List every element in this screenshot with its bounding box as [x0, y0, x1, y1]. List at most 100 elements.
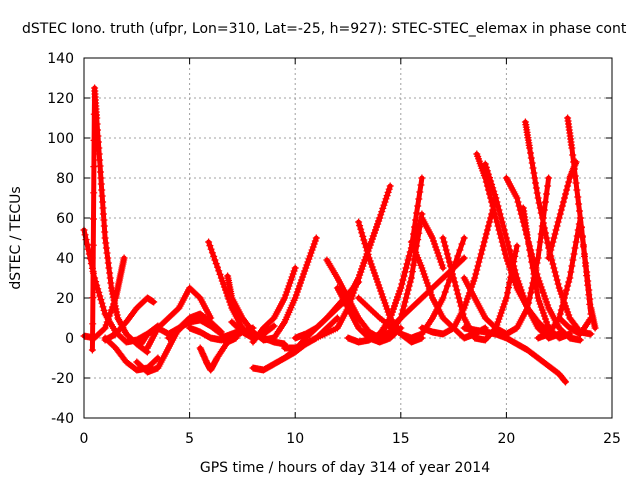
data-point: [301, 267, 309, 275]
data-point: [482, 163, 490, 171]
data-point: [563, 305, 571, 313]
data-point: [411, 235, 418, 243]
data-point: [105, 312, 113, 320]
data-point: [378, 208, 386, 216]
data-point: [95, 144, 103, 152]
plot-frame: [83, 57, 613, 419]
data-point: [458, 240, 466, 248]
data-point: [399, 306, 407, 314]
data-point: [554, 280, 562, 288]
data-point: [120, 254, 128, 262]
data-point: [460, 234, 468, 242]
data-point: [528, 159, 536, 167]
data-point: [292, 291, 300, 299]
data-point: [439, 264, 447, 272]
data-point: [548, 242, 556, 250]
data-point: [217, 274, 225, 282]
data-point: [521, 298, 529, 306]
data-point: [393, 296, 401, 304]
data-point: [495, 206, 503, 214]
data-point: [542, 295, 549, 303]
data-point: [386, 182, 394, 190]
data-point: [311, 237, 319, 245]
data-point: [281, 294, 289, 302]
data-point: [97, 168, 104, 176]
data-point: [535, 199, 543, 207]
data-point: [571, 244, 579, 252]
data-point: [450, 274, 458, 282]
data-point: [545, 174, 553, 182]
data-point: [375, 281, 383, 289]
data-point: [373, 223, 380, 231]
data-point: [387, 311, 395, 319]
data-point: [584, 277, 592, 285]
data-point: [539, 219, 547, 227]
y-tick-label: 140: [47, 51, 74, 67]
data-point: [543, 318, 550, 326]
data-point: [551, 268, 559, 276]
data-point: [439, 294, 447, 302]
data-point: [386, 314, 394, 322]
data-point: [532, 179, 539, 187]
data-point: [515, 202, 523, 210]
data-point: [100, 222, 108, 230]
data-point: [490, 187, 498, 195]
data-point: [216, 327, 224, 335]
data-point: [565, 178, 573, 186]
data-point: [513, 274, 521, 282]
data-point: [509, 258, 517, 266]
data-point: [373, 275, 380, 283]
data-point: [455, 294, 463, 302]
data-point: [574, 193, 582, 201]
data-point: [478, 246, 486, 254]
data-point: [433, 246, 441, 254]
data-point: [370, 229, 378, 237]
data-series: [519, 204, 574, 342]
data-point: [205, 238, 213, 246]
data-point: [298, 276, 305, 284]
data-point: [299, 273, 307, 281]
data-point: [150, 298, 158, 306]
data-point: [515, 280, 523, 288]
data-point: [384, 188, 392, 196]
data-point: [586, 316, 594, 324]
data-point: [568, 262, 576, 270]
data-point: [300, 270, 308, 278]
data-point: [426, 288, 434, 296]
data-point: [459, 310, 467, 318]
data-point: [569, 151, 577, 159]
data-point: [297, 279, 304, 287]
data-point: [576, 207, 583, 215]
data-point: [586, 295, 594, 303]
data-point: [529, 264, 537, 272]
data-point: [370, 269, 378, 277]
data-point: [561, 294, 568, 302]
data-point: [106, 274, 114, 282]
data-point: [517, 286, 525, 294]
data-point: [412, 232, 420, 240]
data-point: [572, 179, 580, 187]
data-point: [554, 218, 562, 226]
data-point: [482, 230, 490, 238]
data-point: [99, 204, 107, 212]
data-point: [101, 324, 109, 332]
data-point: [422, 276, 430, 284]
data-point: [587, 330, 595, 338]
data-point: [356, 271, 364, 279]
data-point: [359, 262, 367, 270]
data-point: [104, 315, 112, 323]
data-point: [423, 279, 431, 287]
data-point: [153, 355, 161, 363]
data-point: [481, 160, 489, 168]
data-point: [351, 283, 359, 291]
data-point: [96, 162, 104, 170]
data-point: [557, 206, 565, 214]
data-point: [425, 285, 433, 293]
data-point: [501, 230, 509, 238]
x-tick-label: 10: [286, 431, 304, 447]
data-point: [295, 282, 303, 290]
data-point: [552, 272, 560, 280]
data-point: [486, 174, 493, 182]
data-point: [395, 290, 403, 298]
